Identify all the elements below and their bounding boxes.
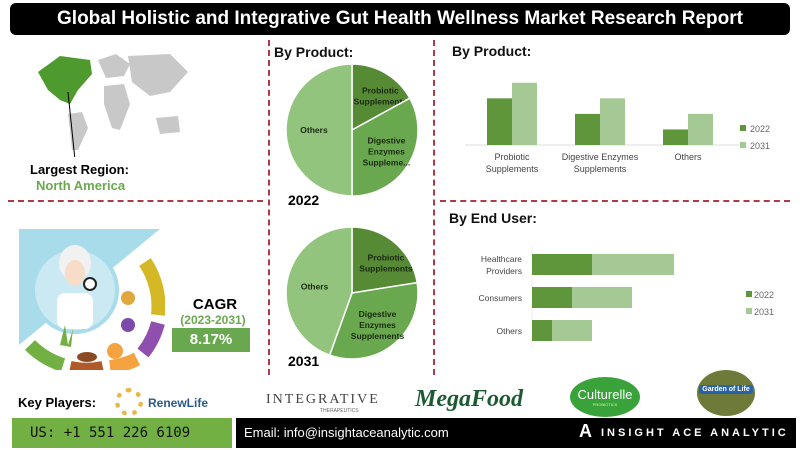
bar-2031: [600, 98, 625, 145]
asia-region: [128, 54, 188, 96]
pie-chart-2031: ProbioticSupplementsDigestiveEnzymesSupp…: [285, 226, 419, 360]
pie-slice-label: Others: [301, 281, 329, 291]
x-tick-label: Digestive Enzymes: [562, 152, 639, 162]
x-tick-label: Probiotic: [494, 152, 530, 162]
garden-of-life-logo-text: Garden of Life: [699, 385, 753, 394]
divider: [440, 200, 790, 202]
legend-label: 2031: [754, 307, 774, 317]
insight-ace-logo-icon: A: [579, 421, 592, 441]
pie-year-2022: 2022: [288, 192, 320, 208]
bar-2031: [572, 287, 632, 308]
legend-label: 2022: [754, 290, 774, 300]
megafood-logo: MegaFood: [415, 386, 523, 412]
pie-slice-label: Probiotic: [368, 253, 405, 263]
legend-swatch: [746, 308, 752, 314]
largest-region-value: North America: [36, 178, 126, 193]
cagr-value: 8.17%: [172, 328, 250, 352]
cagr-label: CAGR: [192, 296, 238, 313]
pie-slice: [285, 63, 353, 197]
renewlife-logo-icon: [115, 388, 143, 416]
pie-year-2031: 2031: [288, 353, 320, 369]
legend-swatch: [740, 142, 746, 148]
legend-label: 2031: [750, 141, 770, 151]
africa-region: [104, 84, 130, 130]
integrative-logo-sub: THERAPEUTICS: [320, 408, 359, 414]
y-tick-label: Healthcare: [481, 254, 522, 264]
email-address[interactable]: Email: info@insightaceanalytic.com: [244, 425, 449, 440]
culturelle-logo: Culturelle PROBIOTICS: [570, 377, 640, 417]
y-tick-label: Consumers: [479, 293, 522, 303]
pie-slice: [351, 63, 411, 132]
oceania-region: [156, 116, 180, 134]
pie-slice: [328, 281, 419, 360]
bar-2031: [592, 254, 674, 275]
bar-2022: [532, 320, 552, 341]
divider: [433, 40, 435, 375]
y-tick-label: Providers: [486, 266, 522, 276]
x-tick-label: Others: [674, 152, 702, 162]
legend-label: 2022: [750, 124, 770, 134]
europe-region: [98, 54, 130, 78]
largest-region-label: Largest Region:: [30, 162, 129, 177]
culturelle-logo-sub: PROBIOTICS: [592, 402, 618, 407]
world-map: [38, 54, 188, 157]
pie-slice: [351, 226, 419, 294]
key-players-label: Key Players:: [18, 395, 97, 410]
legend-swatch: [740, 125, 746, 131]
pie-slice-label: Enzymes: [359, 320, 396, 330]
bar-2022: [663, 129, 688, 145]
renewlife-logo: RenewLife: [148, 396, 209, 410]
product-bar-title: By Product:: [452, 43, 532, 59]
pie-slice-label: Others: [300, 125, 328, 135]
divider: [8, 200, 263, 202]
cagr-period: (2023-2031): [180, 313, 246, 327]
footer-bar: Email: info@insightaceanalytic.com A INS…: [236, 418, 796, 448]
legend-swatch: [746, 291, 752, 297]
integrative-logo: INTEGRATIVE: [266, 392, 380, 407]
pie-slice-label: Digestive: [359, 309, 397, 319]
bar-2022: [487, 98, 512, 145]
bar-2031: [512, 82, 537, 145]
pie-slice: [285, 226, 353, 357]
end-user-title: By End User:: [449, 210, 537, 226]
culturelle-logo-text: Culturelle: [577, 387, 633, 402]
bar-2022: [532, 287, 572, 308]
pie-slice-label: Probiotic: [362, 86, 399, 96]
phone-number: US: +1 551 226 6109: [12, 418, 232, 448]
x-tick-label: Supplements: [574, 164, 627, 174]
pie-slice: [351, 97, 419, 197]
report-title: Global Holistic and Integrative Gut Heal…: [10, 3, 790, 35]
pie-slice-label: Enzymes: [368, 146, 405, 156]
bar-2022: [532, 254, 592, 275]
brand-name: INSIGHT ACE ANALYTIC: [601, 427, 789, 439]
pie-slice-label: Supplements: [351, 331, 405, 341]
north-america-region: [38, 56, 92, 104]
x-tick-label: Supplements: [486, 164, 539, 174]
bar-2022: [575, 113, 600, 145]
bar-2031: [688, 113, 713, 145]
bar-2031: [552, 320, 592, 341]
pie-slice-label: Suppleme...: [363, 157, 411, 167]
gut-health-illustration: [19, 229, 165, 370]
pie-title: By Product:: [274, 44, 354, 60]
y-tick-label: Others: [496, 326, 522, 336]
garden-of-life-logo: Garden of Life: [697, 370, 755, 416]
product-bar-chart: Probiotic Supplements Digestive Enzymes Sup…: [465, 82, 770, 174]
divider: [268, 40, 270, 375]
pie-slice-label: Supplements: [354, 97, 408, 107]
end-user-bar-chart: Healthcare Providers Consumers Others 2022 20…: [479, 245, 774, 348]
pie-slice-label: Supplements: [359, 264, 413, 274]
pie-slice-label: Digestive: [368, 135, 406, 145]
